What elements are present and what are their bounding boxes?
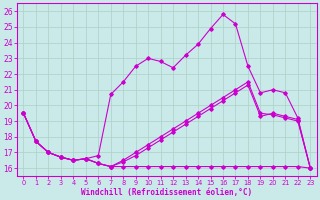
- X-axis label: Windchill (Refroidissement éolien,°C): Windchill (Refroidissement éolien,°C): [81, 188, 252, 197]
